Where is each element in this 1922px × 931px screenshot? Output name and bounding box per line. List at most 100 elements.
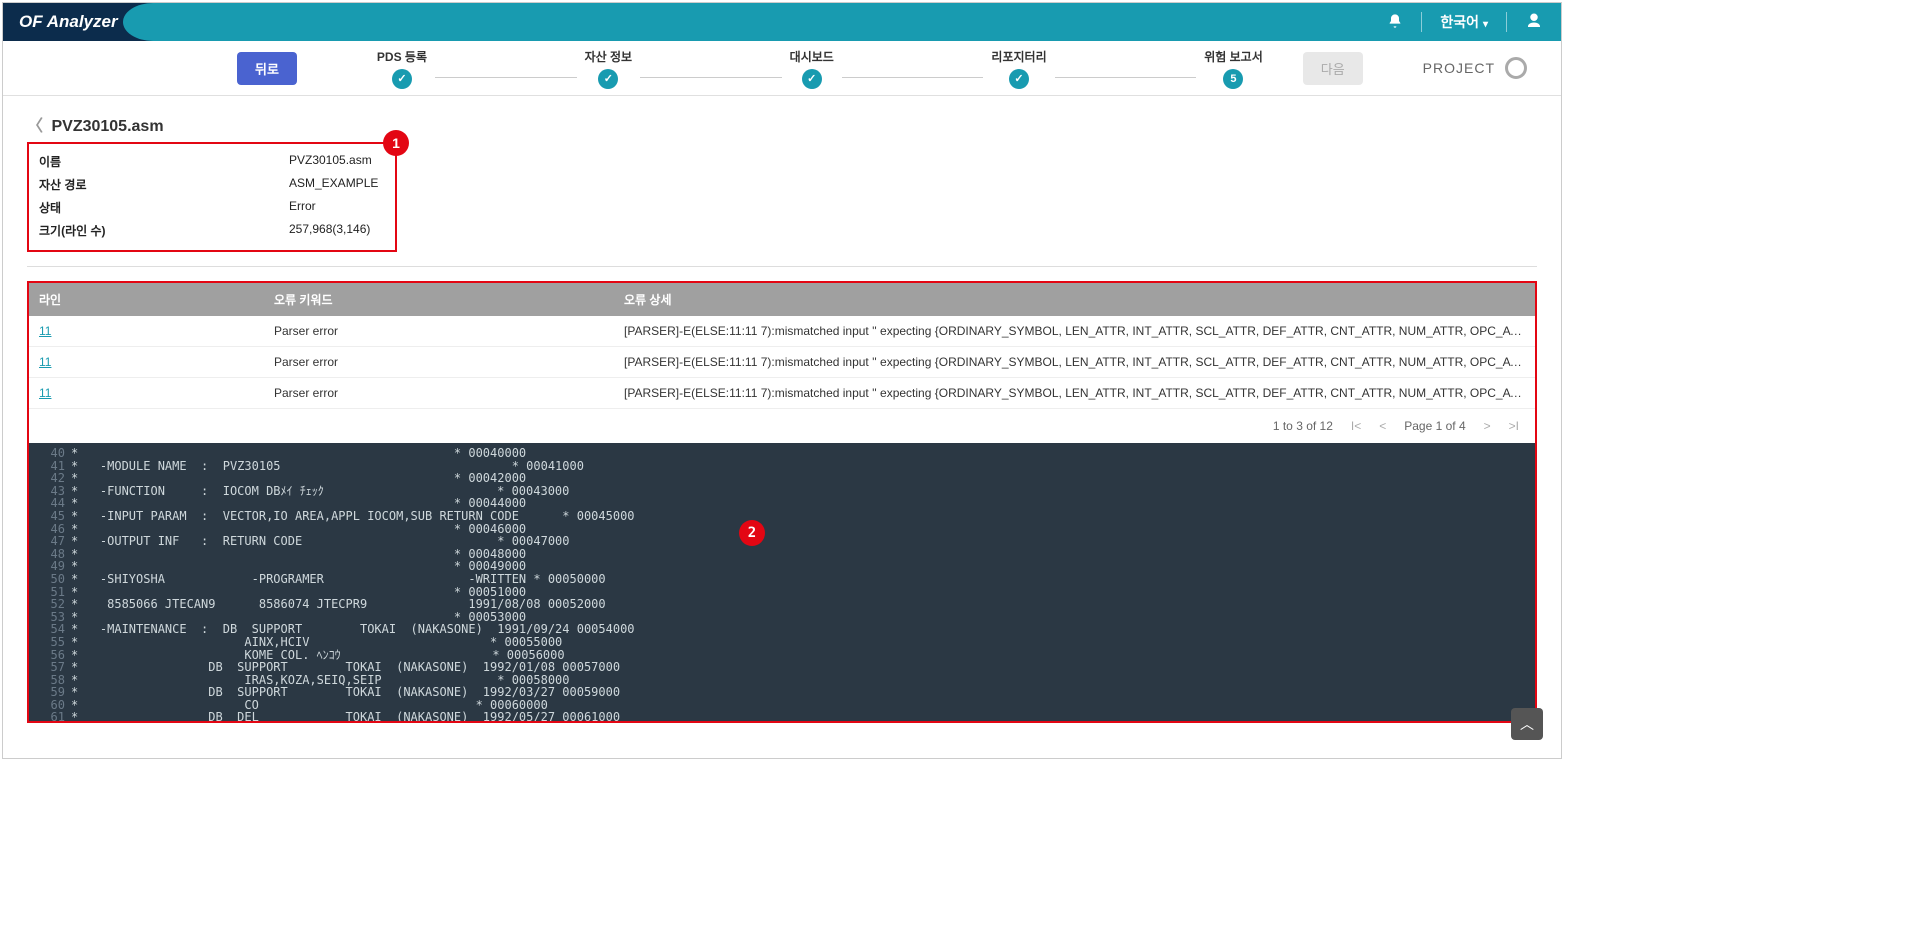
line-number: 42	[37, 472, 65, 485]
annotation-badge-2: 2	[739, 520, 765, 546]
project-circle-icon	[1505, 57, 1527, 79]
language-selector[interactable]: 한국어▾	[1440, 12, 1488, 32]
user-icon[interactable]	[1525, 12, 1543, 33]
step-pds[interactable]: PDS 등록 ✓	[377, 48, 427, 89]
error-keyword: Parser error	[264, 378, 614, 408]
code-line: 61 * DB DEL TOKAI (NAKASONE) 1992/05/27 0…	[29, 711, 1535, 721]
info-value: PVZ30105.asm	[289, 153, 372, 170]
code-line: 57 * DB SUPPORT TOKAI (NAKASONE) 1992/01/…	[29, 661, 1535, 674]
line-link[interactable]: 11	[39, 324, 51, 338]
table-row: 11 Parser error[PARSER]-E(ELSE:11:11 7):m…	[29, 347, 1535, 378]
code-text: * * 00042000	[71, 472, 1527, 485]
line-number: 50	[37, 573, 65, 586]
code-text: * 8585066 JTECAN9 8586074 JTECPR9 1991/0…	[71, 598, 1527, 611]
code-text: * * 00040000	[71, 447, 1527, 460]
pager-next-icon[interactable]: >	[1484, 419, 1491, 433]
th-line: 라인	[29, 283, 264, 316]
table-row: 11 Parser error[PARSER]-E(ELSE:11:11 7):m…	[29, 378, 1535, 409]
check-icon: ✓	[598, 69, 618, 89]
check-icon: ✓	[1009, 69, 1029, 89]
back-button[interactable]: 뒤로	[237, 52, 297, 85]
step-risk-report[interactable]: 위험 보고서 5	[1204, 48, 1263, 89]
pager-page: Page 1 of 4	[1404, 419, 1465, 433]
error-detail: [PARSER]-E(ELSE:11:11 7):mismatched inpu…	[614, 316, 1535, 346]
chevron-left-icon: 〈	[27, 118, 43, 135]
pager-first-icon[interactable]: I<	[1351, 419, 1361, 433]
line-number: 55	[37, 636, 65, 649]
stepper-bar: 뒤로 PDS 등록 ✓ 자산 정보 ✓ 대시보드 ✓ 리포지터리 ✓	[3, 41, 1561, 96]
error-keyword: Parser error	[264, 347, 614, 377]
bell-icon[interactable]	[1387, 13, 1403, 32]
line-number: 61	[37, 711, 65, 721]
separator	[1506, 12, 1507, 32]
code-line: 42 * * 00042000	[29, 472, 1535, 485]
scroll-to-top-button[interactable]: ︿	[1511, 708, 1543, 740]
code-line: 50 * -SHIYOSHA -PROGRAMER -WRITTEN * 0005…	[29, 573, 1535, 586]
chevron-down-icon: ▾	[1483, 19, 1488, 30]
code-text: * -INPUT PARAM : VECTOR,IO AREA,APPL IOC…	[71, 510, 1527, 523]
pager-last-icon[interactable]: >I	[1509, 419, 1519, 433]
check-icon: ✓	[802, 69, 822, 89]
code-line: 47* -OUTPUT INF : RETURN CODE * 00047000	[29, 535, 1535, 548]
pager-prev-icon[interactable]: <	[1379, 419, 1386, 433]
code-text: * -OUTPUT INF : RETURN CODE * 00047000	[71, 535, 1527, 548]
line-link[interactable]: 11	[39, 386, 51, 400]
separator	[1421, 12, 1422, 32]
step-dashboard[interactable]: 대시보드 ✓	[790, 48, 834, 89]
header-actions: 한국어▾	[1387, 12, 1561, 33]
project-indicator[interactable]: PROJECT	[1423, 57, 1527, 79]
code-line: 52 * 8585066 JTECAN9 8586074 JTECPR9 1991…	[29, 598, 1535, 611]
annotation-badge-1: 1	[383, 130, 409, 156]
code-line: 59 * DB SUPPORT TOKAI (NAKASONE) 1992/03/…	[29, 686, 1535, 699]
step-asset[interactable]: 자산 정보 ✓	[585, 48, 633, 89]
info-panel: 1 이름PVZ30105.asm자산 경로ASM_EXAMPLE상태Error크…	[27, 142, 397, 252]
line-number: 52	[37, 598, 65, 611]
code-text: * DB DEL TOKAI (NAKASONE) 1992/05/27 000…	[71, 711, 1527, 721]
info-row: 자산 경로ASM_EXAMPLE	[39, 173, 385, 196]
code-line: 45* -INPUT PARAM : VECTOR,IO AREA,APPL I…	[29, 510, 1535, 523]
main-panel: 라인 오류 키워드 오류 상세 11Parser error[PARSER]-E…	[27, 281, 1537, 723]
code-text: * DB SUPPORT TOKAI (NAKASONE) 1992/01/08…	[71, 661, 1527, 674]
code-text: * AINX,HCIV * 00055000	[71, 636, 1527, 649]
info-label: 상태	[39, 199, 289, 216]
info-value: 257,968(3,146)	[289, 222, 370, 239]
line-number: 59	[37, 686, 65, 699]
code-text: * -SHIYOSHA -PROGRAMER -WRITTEN * 000500…	[71, 573, 1527, 586]
info-row: 상태Error	[39, 196, 385, 219]
info-value: Error	[289, 199, 316, 216]
th-detail: 오류 상세	[614, 283, 1535, 316]
line-number: 57	[37, 661, 65, 674]
error-keyword: Parser error	[264, 316, 614, 346]
code-viewer[interactable]: 2 40* * 0004000041* -MODULE NAME : PVZ30…	[29, 443, 1535, 721]
info-row: 크기(라인 수)257,968(3,146)	[39, 219, 385, 242]
th-keyword: 오류 키워드	[264, 283, 614, 316]
pagination: 1 to 3 of 12 I< < Page 1 of 4 > >I	[29, 409, 1535, 443]
breadcrumb[interactable]: 〈 PVZ30105.asm	[27, 112, 1537, 136]
code-line: 40 * * 00040000	[29, 447, 1535, 460]
table-body: 11Parser error[PARSER]-E(ELSE:11:11 7):m…	[29, 316, 1535, 409]
error-detail: [PARSER]-E(ELSE:11:11 7):mismatched inpu…	[614, 347, 1535, 377]
error-detail: [PARSER]-E(ELSE:11:11 7):mismatched inpu…	[614, 378, 1535, 408]
info-label: 이름	[39, 153, 289, 170]
table-row: 11 Parser error[PARSER]-E(ELSE:11:11 7):m…	[29, 316, 1535, 347]
chevron-up-icon: ︿	[1520, 714, 1534, 734]
content: 〈 PVZ30105.asm 1 이름PVZ30105.asm자산 경로ASM_…	[3, 96, 1561, 723]
header: OF Analyzer 한국어▾	[3, 3, 1561, 41]
step-repository[interactable]: 리포지터리 ✓	[991, 48, 1046, 89]
line-number: 40	[37, 447, 65, 460]
stepper: PDS 등록 ✓ 자산 정보 ✓ 대시보드 ✓ 리포지터리 ✓ 위험 보고서 5	[377, 48, 1263, 89]
logo-container: OF Analyzer	[3, 3, 153, 41]
code-text: * DB SUPPORT TOKAI (NAKASONE) 1992/03/27…	[71, 686, 1527, 699]
info-label: 자산 경로	[39, 176, 289, 193]
code-line: 55 * AINX,HCIV * 00055000	[29, 636, 1535, 649]
app-frame: OF Analyzer 한국어▾ 뒤로 PDS 등록 ✓ 자산	[2, 2, 1562, 759]
info-value: ASM_EXAMPLE	[289, 176, 378, 193]
next-button[interactable]: 다음	[1303, 52, 1363, 85]
check-icon: ✓	[392, 69, 412, 89]
app-logo[interactable]: OF Analyzer	[19, 12, 118, 32]
table-header: 라인 오류 키워드 오류 상세	[29, 283, 1535, 316]
info-label: 크기(라인 수)	[39, 222, 289, 239]
info-row: 이름PVZ30105.asm	[39, 150, 385, 173]
pager-summary: 1 to 3 of 12	[1273, 419, 1333, 433]
line-link[interactable]: 11	[39, 355, 51, 369]
